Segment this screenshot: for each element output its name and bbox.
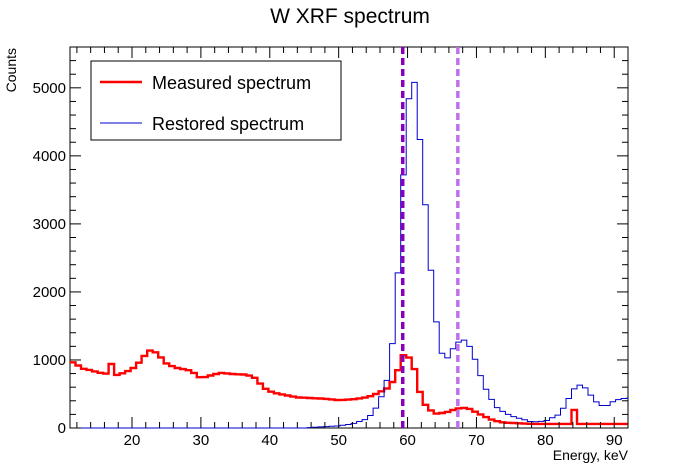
y-tick-label: 0 bbox=[58, 420, 66, 437]
legend: Measured spectrum Restored spectrum bbox=[90, 60, 342, 141]
x-tick-label: 60 bbox=[399, 432, 416, 449]
legend-label-restored: Restored spectrum bbox=[152, 114, 304, 134]
series-line-measured bbox=[70, 349, 628, 426]
y-tick-label: 3000 bbox=[33, 216, 66, 233]
series-line-restored bbox=[70, 81, 628, 429]
x-tick-label: 20 bbox=[124, 432, 141, 449]
legend-box bbox=[90, 60, 342, 141]
x-tick-label: 80 bbox=[537, 432, 554, 449]
y-tick-label: 2000 bbox=[33, 284, 66, 301]
x-tick-label: 40 bbox=[261, 432, 278, 449]
reference-lines bbox=[400, 47, 460, 428]
x-tick-label: 30 bbox=[193, 432, 210, 449]
y-tick-label: 5000 bbox=[33, 80, 66, 97]
y-tick-label: 1000 bbox=[33, 352, 66, 369]
y-axis-title: Counts bbox=[3, 48, 19, 92]
x-axis-title: Energy, keV bbox=[553, 447, 629, 463]
x-tick-label: 70 bbox=[468, 432, 485, 449]
x-tick-label: 90 bbox=[606, 432, 623, 449]
y-tick-label: 4000 bbox=[33, 148, 66, 165]
axes: 20 30 40 50 60 70 80 90 0 1000 2000 3000 4000 5000 bbox=[33, 46, 629, 449]
chart-title: W XRF spectrum bbox=[270, 5, 430, 28]
legend-label-measured: Measured spectrum bbox=[152, 73, 311, 93]
x-tick-label: 50 bbox=[330, 432, 347, 449]
